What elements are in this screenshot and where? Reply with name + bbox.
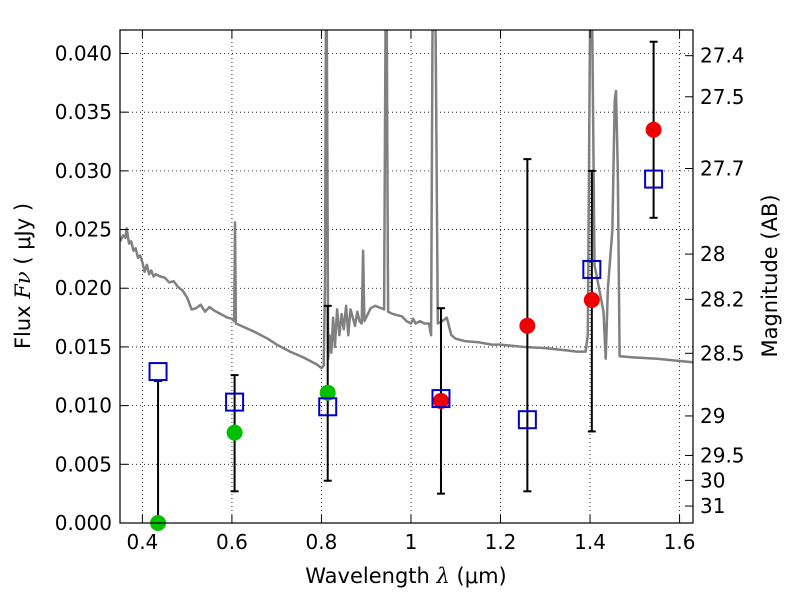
y2-tick-label: 27.5 — [700, 85, 745, 109]
model-photometry-square — [431, 389, 451, 409]
y-tick-label: 0.030 — [55, 159, 112, 183]
y2-tick-label: 27.4 — [700, 44, 745, 68]
y-tick-label: 0.020 — [55, 276, 112, 300]
model-photometry-square — [517, 410, 537, 430]
observed-point-green — [226, 424, 243, 441]
x-axis-ticks: 0.4 0.6 0.8 1 1.2 1.4 1.6 — [126, 30, 695, 554]
y-tick-label: 0.035 — [55, 100, 112, 124]
model-photometry-square — [225, 392, 245, 412]
observed-point-red — [432, 392, 449, 409]
plot-frame — [119, 29, 694, 524]
x-tick-label: 1.4 — [574, 530, 606, 554]
observed-point-red — [519, 317, 536, 334]
y-tick-label: 0.010 — [55, 394, 112, 418]
x-tick-label: 1.6 — [664, 530, 696, 554]
y-tick-label: 0.015 — [55, 335, 112, 359]
model-photometry — [148, 169, 664, 430]
y2-tick-label: 28.5 — [700, 341, 745, 365]
y2-tick-label: 29 — [700, 404, 725, 428]
y2-tick-label: 31 — [700, 494, 725, 518]
y-tick-label: 0.040 — [55, 41, 112, 65]
y-axis-label: Flux Fν ( μJy ) — [11, 203, 35, 349]
observed-photometry — [150, 121, 662, 531]
model-spectrum-line — [120, 30, 693, 370]
model-photometry-square — [644, 169, 664, 189]
x-tick-label: 1 — [405, 530, 418, 554]
y2-tick-label: 27.7 — [700, 156, 745, 180]
x-axis-label: Wavelength λ (μm) — [305, 564, 506, 588]
y2-tick-label: 28.2 — [700, 287, 745, 311]
x-tick-label: 0.4 — [126, 530, 158, 554]
y-tick-label: 0.025 — [55, 218, 112, 242]
y-axis-ticks: 0.000 0.005 0.010 0.015 0.020 0.025 0.030 0.035… — [55, 41, 128, 535]
x-tick-label: 0.6 — [216, 530, 248, 554]
y2-tick-label: 29.5 — [700, 443, 745, 467]
model-spectrum — [120, 30, 693, 370]
observed-point-red — [645, 121, 662, 138]
model-photometry-square — [318, 397, 338, 417]
observed-point-green — [319, 384, 336, 401]
model-photometry-square — [582, 259, 602, 279]
x-tick-label: 1.2 — [485, 530, 517, 554]
y2-axis-label: Magnitude (AB) — [758, 194, 782, 357]
observed-point-red — [583, 291, 600, 308]
y-tick-label: 0.000 — [55, 511, 112, 535]
x-tick-label: 0.8 — [306, 530, 338, 554]
y2-tick-label: 30 — [700, 468, 725, 492]
model-photometry-square — [148, 362, 168, 382]
y2-tick-label: 28 — [700, 242, 725, 266]
y-tick-label: 0.005 — [55, 452, 112, 476]
